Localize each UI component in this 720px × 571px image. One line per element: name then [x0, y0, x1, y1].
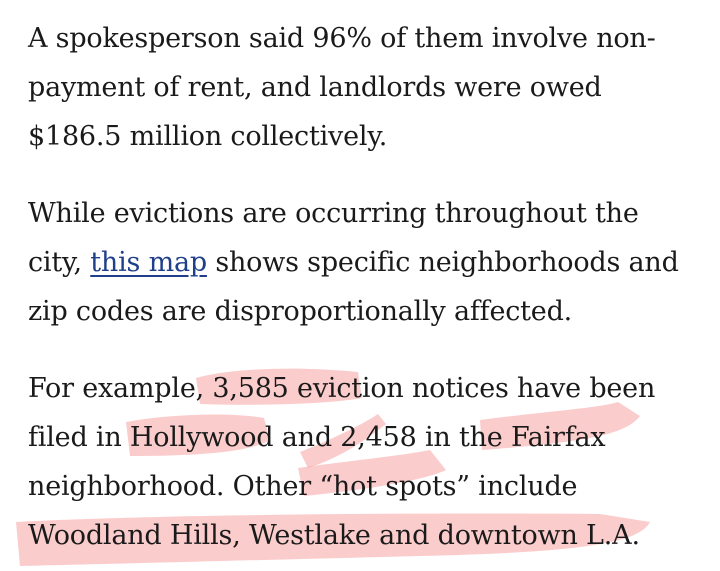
paragraph-hot-spots: For example, 3,585 eviction notices have… [28, 364, 698, 560]
paragraph-evictions-map: While evictions are occurring throughout… [28, 189, 698, 336]
article-body: A spokesperson said 96% of them involve … [28, 14, 698, 560]
paragraph-text: For example, 3,585 eviction notices have… [28, 373, 656, 551]
paragraph-text-before: While evictions are occurring throughout… [28, 198, 639, 278]
paragraph-text: A spokesperson said 96% of them involve … [28, 23, 656, 152]
paragraph-spokesperson: A spokesperson said 96% of them involve … [28, 14, 698, 161]
paragraph-text-after: shows specific neighborhoods and zip cod… [28, 247, 679, 327]
map-link[interactable]: this map [90, 247, 207, 278]
